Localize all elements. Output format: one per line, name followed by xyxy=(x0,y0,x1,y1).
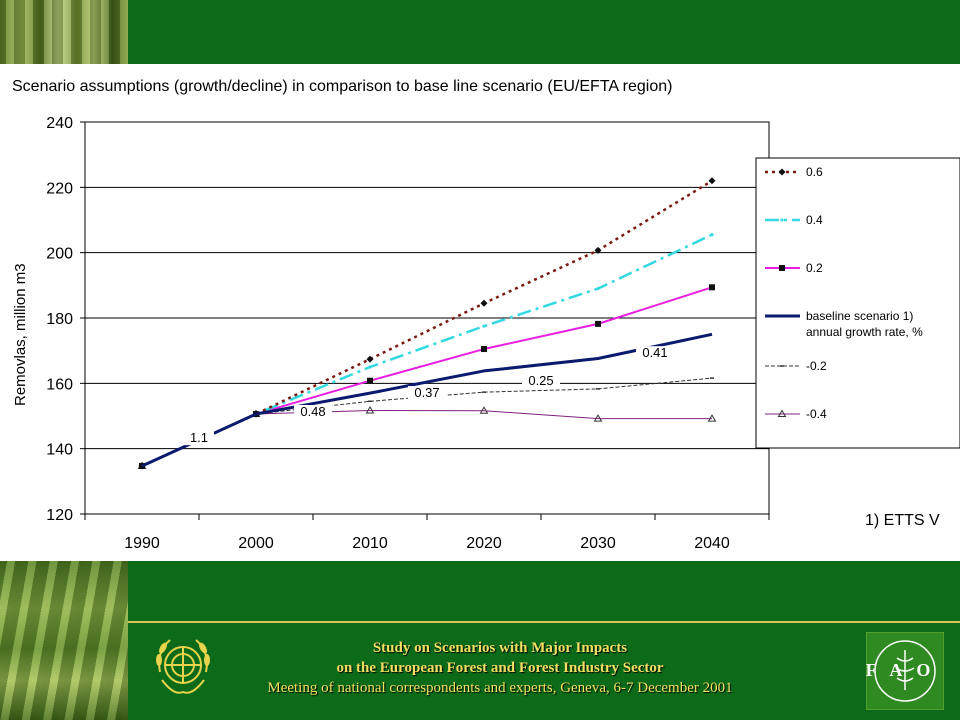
data-label-bg-0 xyxy=(184,431,214,446)
header-band xyxy=(0,0,960,64)
fao-emblem-icon: FAO xyxy=(865,631,945,711)
legend-label-2-1: 0.4 xyxy=(806,213,823,227)
series-1-point-2040 xyxy=(708,177,716,185)
legend-box xyxy=(755,157,960,449)
y-tick-label-180: 180 xyxy=(46,311,73,328)
x-tick-label-2030: 2030 xyxy=(580,535,616,552)
legend-marker-3 xyxy=(779,265,785,271)
series-6 xyxy=(137,405,717,469)
data-label-0: 1.1 xyxy=(190,430,208,445)
footer-line-3: Meeting of national correspondents and e… xyxy=(267,680,733,696)
data-label-bg-2 xyxy=(408,386,446,401)
series-1-point-2030 xyxy=(594,246,602,254)
series-line-3 xyxy=(141,286,713,467)
series-3 xyxy=(139,284,715,469)
series-4 xyxy=(141,332,713,468)
x-tick-label-2020: 2020 xyxy=(466,535,502,552)
fao-logo: FAO xyxy=(865,631,945,711)
fao-logo-text: FAO xyxy=(866,660,944,680)
series-6-point-2040 xyxy=(707,414,717,422)
legend-label-5-1: -0.2 xyxy=(806,359,827,373)
series-3-point-2010 xyxy=(367,377,373,384)
series-1-point-2010 xyxy=(366,355,374,363)
legend-label-6-1: -0.4 xyxy=(806,407,827,421)
y-tick-label-160: 160 xyxy=(46,376,73,393)
x-tick-label-2040: 2040 xyxy=(694,535,730,552)
y-tick-label-140: 140 xyxy=(46,442,73,459)
chart-footnote: 1) ETTS V xyxy=(865,512,940,529)
series-line-2 xyxy=(141,233,713,468)
chart-title: Scenario assumptions (growth/decline) in… xyxy=(12,78,672,95)
footer-line-1: Study on Scenarios with Major Impacts xyxy=(372,640,628,656)
series-3-point-2020 xyxy=(481,346,487,353)
data-label-bg-1 xyxy=(294,405,332,419)
data-label-bg-3 xyxy=(522,373,560,388)
series-1-point-2020 xyxy=(480,299,488,307)
footer-divider xyxy=(128,621,960,623)
series-2-point-2030 xyxy=(596,287,600,291)
series-1 xyxy=(138,177,716,470)
series-line-6 xyxy=(141,409,712,467)
legend-label-3-1: 0.2 xyxy=(806,261,823,275)
series-3-point-2040 xyxy=(709,284,715,291)
series-2-point-2010 xyxy=(368,365,372,369)
forest-photo-top xyxy=(0,0,128,64)
data-label-1: 0.48 xyxy=(300,404,325,419)
data-label-3: 0.25 xyxy=(528,373,553,388)
y-tick-label-240: 240 xyxy=(46,115,73,132)
legend-marker-2 xyxy=(780,218,784,222)
series-2-point-2020 xyxy=(482,324,486,328)
legend-label-4-2: annual growth rate, % xyxy=(806,325,923,339)
series-2 xyxy=(140,233,714,468)
legend-label-1-1: 0.6 xyxy=(806,165,823,179)
forest-photo-bottom xyxy=(0,561,128,720)
un-emblem-icon xyxy=(156,639,210,694)
x-tick-label-2000: 2000 xyxy=(238,535,274,552)
series-6-point-2010 xyxy=(365,405,375,414)
footer-band xyxy=(0,561,960,720)
y-axis-label: Removlas, million m3 xyxy=(12,263,29,406)
x-tick-label-2010: 2010 xyxy=(352,535,388,552)
legend-marker-1 xyxy=(778,168,786,176)
scenario-chart: Scenario assumptions (growth/decline) in… xyxy=(12,78,960,552)
series-line-1 xyxy=(141,179,713,468)
legend-marker-6 xyxy=(777,409,787,417)
legend-label-4-1: baseline scenario 1) xyxy=(806,309,913,323)
data-label-bg-4 xyxy=(636,346,674,361)
series-3-point-2030 xyxy=(595,320,601,327)
data-label-2: 0.37 xyxy=(414,385,439,400)
y-tick-label-120: 120 xyxy=(46,507,73,524)
series-line-4 xyxy=(141,332,713,468)
series-6-point-2030 xyxy=(593,414,603,422)
series-2-point-2040 xyxy=(710,233,714,237)
footer-caption: Study on Scenarios with Major Impacts on… xyxy=(240,638,760,698)
footer-line-2: on the European Forest and Forest Indust… xyxy=(336,660,664,676)
data-label-4: 0.41 xyxy=(642,345,667,360)
y-tick-label-220: 220 xyxy=(46,180,73,197)
y-tick-label-200: 200 xyxy=(46,246,73,263)
series-6-point-2020 xyxy=(479,406,489,414)
x-tick-label-1990: 1990 xyxy=(124,535,160,552)
